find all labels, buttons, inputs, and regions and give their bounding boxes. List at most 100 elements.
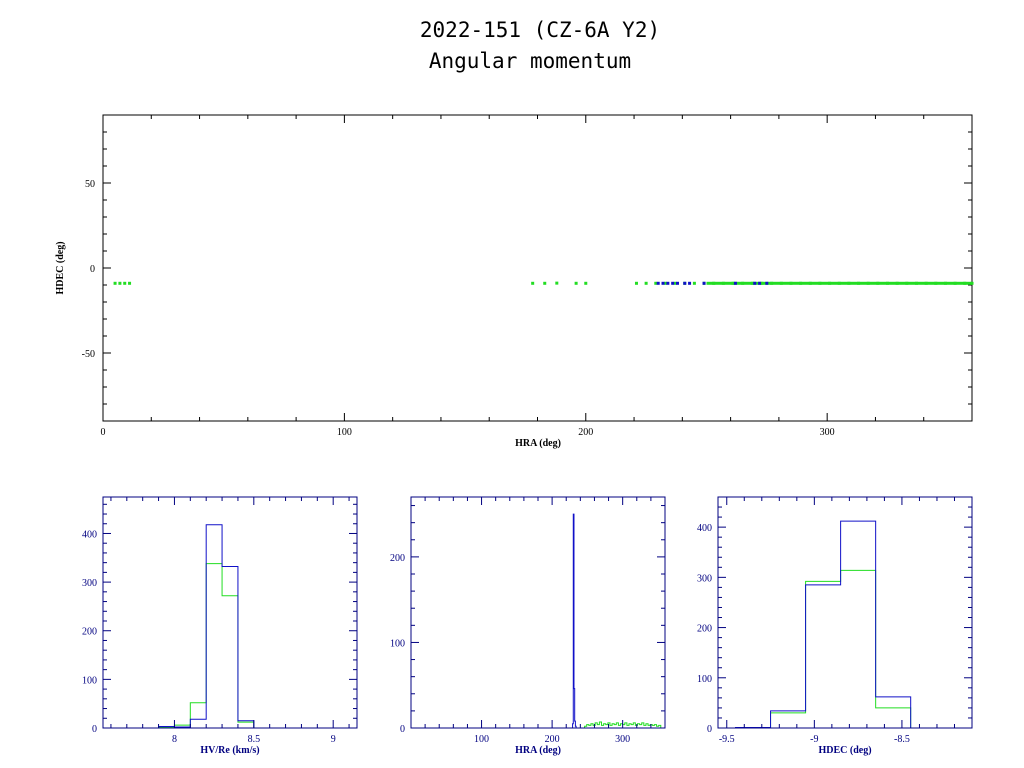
scatter-point <box>733 281 737 285</box>
scatter-point <box>702 281 706 285</box>
histogram-hv-xtick-label: 8.5 <box>248 734 261 745</box>
histogram-hra-panel: HRA (deg) 100 200 300 0 100 200 <box>390 496 666 756</box>
histogram-hv-series-green <box>158 563 270 729</box>
histogram-hv-frame <box>102 496 358 729</box>
scatter-point <box>837 281 841 285</box>
scatter-point <box>789 281 793 285</box>
scatter-point <box>905 281 909 285</box>
histogram-hra-xtick-label: 200 <box>545 734 560 745</box>
scatter-point <box>666 281 670 285</box>
histogram-hra-xtick-label: 300 <box>615 734 630 745</box>
scatter-point <box>688 281 692 285</box>
scatter-point <box>123 281 127 285</box>
histogram-hra-ytick-label: 100 <box>390 638 405 649</box>
histogram-hra-series-blue <box>572 513 577 728</box>
scatter-point <box>692 281 696 285</box>
scatter-point <box>531 281 535 285</box>
scatter-point <box>943 281 947 285</box>
scatter-point <box>683 281 687 285</box>
scatter-point <box>886 281 890 285</box>
scatter-point <box>866 281 870 285</box>
scatter-point <box>818 281 822 285</box>
scatter-point <box>741 281 745 285</box>
histogram-hra-ytick-label: 0 <box>400 724 405 735</box>
scatter-point <box>663 281 667 285</box>
histogram-hv-panel: HV/Re (km/s) 8 8.5 9 0 100 200 300 400 <box>82 496 358 756</box>
scatter-point <box>876 281 880 285</box>
scatter-point <box>731 281 735 285</box>
scatter-xlabel: HRA (deg) <box>515 438 561 449</box>
scatter-point <box>770 281 774 285</box>
chart-title: 2022-151 (CZ-6A Y2) <box>420 18 660 42</box>
scatter-point <box>953 281 957 285</box>
scatter-point <box>924 281 928 285</box>
histogram-hv-xtick-label: 9 <box>331 734 336 745</box>
scatter-point <box>760 281 764 285</box>
scatter-ytick-label: -50 <box>82 349 95 360</box>
scatter-point <box>758 281 762 285</box>
histogram-hdec-xtick-label: -8.5 <box>894 734 910 745</box>
scatter-ylabel: HDEC (deg) <box>55 241 66 294</box>
histogram-hv-ytick-label: 400 <box>82 529 97 540</box>
scatter-point <box>963 281 967 285</box>
scatter-point <box>555 281 559 285</box>
histogram-hv-xlabel: HV/Re (km/s) <box>200 745 259 756</box>
scatter-point <box>808 281 812 285</box>
scatter-point <box>970 281 974 285</box>
histogram-hdec-panel: HDEC (deg) -9.5 -9 -8.5 0 100 200 300 400 <box>697 496 973 756</box>
scatter-point <box>676 281 680 285</box>
scatter-frame <box>102 114 973 422</box>
scatter-xtick-label: 300 <box>820 427 835 438</box>
histogram-hra-xtick-label: 100 <box>474 734 489 745</box>
scatter-point <box>543 281 547 285</box>
histogram-hv-ytick-label: 300 <box>82 578 97 589</box>
scatter-ytick-label: 50 <box>85 179 95 190</box>
scatter-point <box>799 281 803 285</box>
scatter-point <box>654 281 658 285</box>
histogram-hdec-series-blue <box>735 520 912 728</box>
scatter-point <box>895 281 899 285</box>
scatter-point <box>753 281 757 285</box>
scatter-point <box>584 281 588 285</box>
histogram-hra-ytick-label: 200 <box>390 553 405 564</box>
scatter-point <box>765 281 769 285</box>
histogram-hdec-frame <box>717 496 973 729</box>
scatter-xtick-label: 0 <box>101 427 106 438</box>
scatter-point <box>847 281 851 285</box>
scatter-xtick-label: 100 <box>337 427 352 438</box>
scatter-point <box>934 281 938 285</box>
scatter-point <box>857 281 861 285</box>
scatter-point <box>128 281 132 285</box>
scatter-point <box>750 281 754 285</box>
histogram-hra-frame <box>410 496 666 729</box>
scatter-point <box>673 281 677 285</box>
scatter-point <box>779 281 783 285</box>
histogram-hdec-series-green <box>735 569 912 728</box>
histogram-hv-ytick-label: 100 <box>82 675 97 686</box>
histogram-hdec-xtick-label: -9 <box>810 734 818 745</box>
chart-subtitle: Angular momentum <box>429 49 631 73</box>
scatter-xtick-label: 200 <box>578 427 593 438</box>
histogram-hdec-xlabel: HDEC (deg) <box>818 745 871 756</box>
histogram-hra-xlabel: HRA (deg) <box>515 745 561 756</box>
scatter-point <box>661 281 665 285</box>
histogram-hdec-ytick-label: 0 <box>707 724 712 735</box>
histogram-hdec-xtick-label: -9.5 <box>719 734 735 745</box>
histogram-hv-ytick-label: 200 <box>82 627 97 638</box>
scatter-point <box>828 281 832 285</box>
scatter-ytick-label: 0 <box>90 264 95 275</box>
histogram-hdec-ytick-label: 200 <box>697 624 712 635</box>
scatter-panel: HRA (deg) HDEC (deg) 0 100 200 300 50 0 -50 <box>55 114 974 449</box>
scatter-point <box>656 281 660 285</box>
scatter-point <box>671 281 675 285</box>
histogram-hv-series-blue <box>158 524 270 729</box>
histogram-hv-ytick-label: 0 <box>92 724 97 735</box>
scatter-point <box>574 281 578 285</box>
scatter-point <box>644 281 648 285</box>
scatter-point <box>914 281 918 285</box>
histogram-hdec-ytick-label: 300 <box>697 573 712 584</box>
scatter-point <box>721 281 725 285</box>
scatter-point <box>712 281 716 285</box>
scatter-point <box>113 281 117 285</box>
